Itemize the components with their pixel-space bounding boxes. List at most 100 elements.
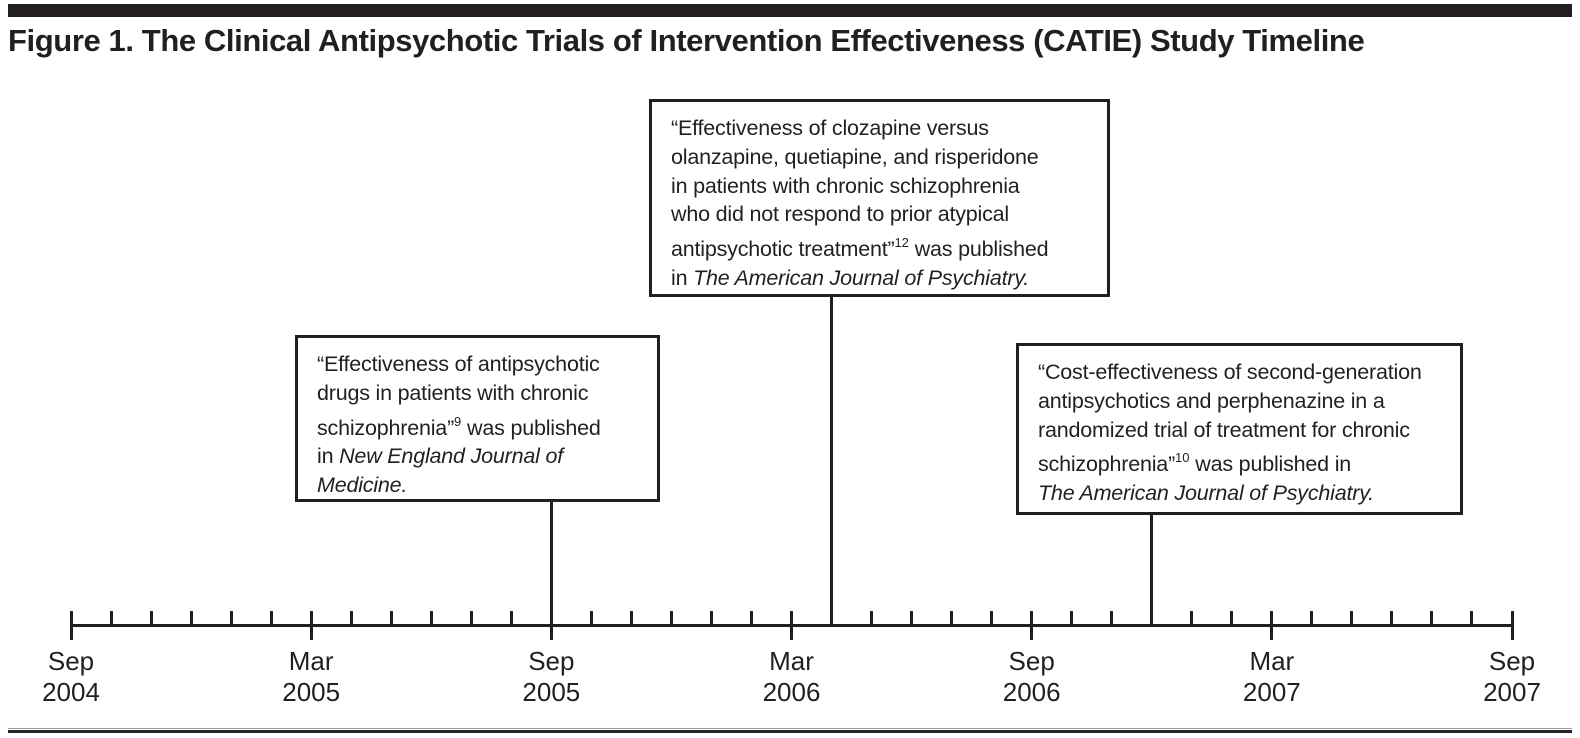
callout-text: antipsychotics and perphenazine in a: [1038, 388, 1385, 413]
callout-text-line: in New England Journal of: [317, 442, 649, 471]
callout-text-line: schizophrenia”10 was published in: [1038, 444, 1452, 479]
callout-text-line: “Cost-effectiveness of second-generation: [1038, 358, 1452, 387]
timeline-label-sep-2005: Sep 2005: [481, 646, 621, 708]
callout-text: was published: [908, 237, 1049, 262]
journal-name-italic: The American Journal of Psychiatry.: [693, 265, 1030, 290]
bottom-rule-line: [8, 730, 1572, 733]
minor-tick: [1350, 611, 1354, 624]
callout-text-line: who did not respond to prior atypical: [671, 200, 1099, 229]
tick-label-year: 2005: [282, 677, 341, 707]
minor-tick: [1390, 611, 1394, 624]
callout-text: drugs in patients with chronic: [317, 380, 589, 405]
timeline-label-sep-2007: Sep 2007: [1442, 646, 1580, 708]
callout-text: randomized trial of treatment for chroni…: [1038, 417, 1410, 442]
event-connector-line: [549, 500, 553, 627]
callout-nejm-2005: “Effectiveness of antipsychotic drugs in …: [295, 335, 660, 502]
tick-label-month: Mar: [288, 646, 334, 676]
minor-tick: [389, 611, 393, 624]
callout-text: “Effectiveness of antipsychotic: [317, 352, 600, 376]
minor-tick: [629, 611, 633, 624]
callout-text: “Cost-effectiveness of second-generation: [1038, 360, 1422, 384]
tick-label-month: Mar: [769, 646, 814, 676]
minor-tick: [189, 611, 193, 624]
major-tick: [1510, 611, 1514, 640]
minor-tick: [1190, 611, 1194, 624]
callout-text-line: olanzapine, quetiapine, and risperidone: [671, 143, 1099, 172]
minor-tick: [870, 611, 874, 624]
minor-tick: [950, 611, 954, 624]
callout-ajp-cost-effectiveness-2006: “Cost-effectiveness of second-generation…: [1016, 343, 1463, 515]
minor-tick: [749, 611, 753, 624]
minor-tick: [229, 611, 233, 624]
minor-tick: [429, 611, 433, 624]
callout-text-line: The American Journal of Psychiatry.: [1038, 479, 1452, 508]
minor-tick: [1310, 611, 1314, 624]
journal-name-italic: The American Journal of Psychiatry.: [1038, 481, 1374, 506]
timeline-label-sep-2006: Sep 2006: [962, 646, 1102, 708]
callout-text-line: “Effectiveness of clozapine versus: [671, 114, 1099, 143]
callout-text: schizophrenia”: [1038, 452, 1176, 477]
tick-label-month: Sep: [1488, 646, 1536, 676]
major-tick: [790, 611, 793, 640]
callout-text: was published: [461, 415, 601, 440]
callout-text: in patients with chronic schizophrenia: [671, 173, 1020, 198]
callout-text: “Effectiveness of clozapine versus: [671, 116, 989, 140]
minor-tick: [1430, 611, 1434, 624]
callout-text-line: antipsychotics and perphenazine in a: [1038, 387, 1452, 416]
major-tick: [1270, 611, 1274, 640]
minor-tick: [1110, 611, 1114, 624]
minor-tick: [509, 611, 513, 624]
callout-text-line: “Effectiveness of antipsychotic: [317, 350, 649, 379]
minor-tick: [1230, 611, 1234, 624]
figure-title: Figure 1. The Clinical Antipsychotic Tri…: [8, 23, 1365, 58]
minor-tick: [109, 611, 113, 624]
minor-tick: [469, 611, 473, 624]
callout-text: olanzapine, quetiapine, and risperidone: [671, 144, 1039, 169]
minor-tick: [669, 611, 673, 624]
tick-label-month: Sep: [1008, 646, 1055, 676]
callout-text: antipsychotic treatment”: [671, 237, 895, 262]
event-connector-line: [1150, 513, 1154, 627]
reference-superscript: 10: [1175, 450, 1190, 466]
minor-tick: [149, 611, 153, 624]
tick-label-year: 2007: [1242, 677, 1301, 707]
tick-label-year: 2007: [1483, 677, 1541, 707]
reference-superscript: 9: [454, 413, 462, 429]
minor-tick: [990, 611, 994, 624]
timeline-label-mar-2006: Mar 2006: [722, 646, 862, 708]
callout-text: who did not respond to prior atypical: [671, 202, 1009, 227]
callout-text-line: in The American Journal of Psychiatry.: [671, 264, 1099, 293]
timeline-label-sep-2004: Sep 2004: [1, 646, 141, 708]
tick-label-month: Sep: [528, 646, 575, 676]
minor-tick: [1070, 611, 1074, 624]
callout-text-line: Medicine.: [317, 471, 649, 500]
callout-text: in: [671, 265, 694, 290]
callout-text-line: antipsychotic treatment”12 was published: [671, 229, 1099, 264]
tick-label-year: 2006: [1002, 677, 1061, 707]
minor-tick: [1470, 611, 1474, 624]
bottom-rule: [8, 728, 1572, 733]
minor-tick: [349, 611, 353, 624]
tick-label-year: 2004: [42, 677, 100, 707]
callout-text: in: [317, 444, 340, 469]
journal-name-italic: Medicine.: [317, 473, 408, 498]
minor-tick: [709, 611, 713, 624]
minor-tick: [910, 611, 914, 624]
major-tick: [69, 611, 73, 640]
reference-superscript: 12: [894, 235, 909, 251]
major-tick: [309, 611, 313, 640]
journal-name-italic: New England Journal of: [339, 444, 563, 469]
callout-text: schizophrenia”: [317, 415, 455, 440]
minor-tick: [269, 611, 273, 624]
callout-text: was published in: [1189, 452, 1352, 477]
callout-text-line: in patients with chronic schizophrenia: [671, 172, 1099, 201]
callout-text-line: randomized trial of treatment for chroni…: [1038, 416, 1452, 445]
minor-tick: [589, 611, 593, 624]
tick-label-month: Mar: [1249, 646, 1295, 676]
top-rule-bar: [8, 4, 1572, 17]
callout-text-line: schizophrenia”9 was published: [317, 408, 649, 443]
callout-ajp-clozapine-2006: “Effectiveness of clozapine versus olanza…: [649, 99, 1110, 297]
major-tick: [1030, 611, 1034, 640]
callout-text-line: drugs in patients with chronic: [317, 379, 649, 408]
